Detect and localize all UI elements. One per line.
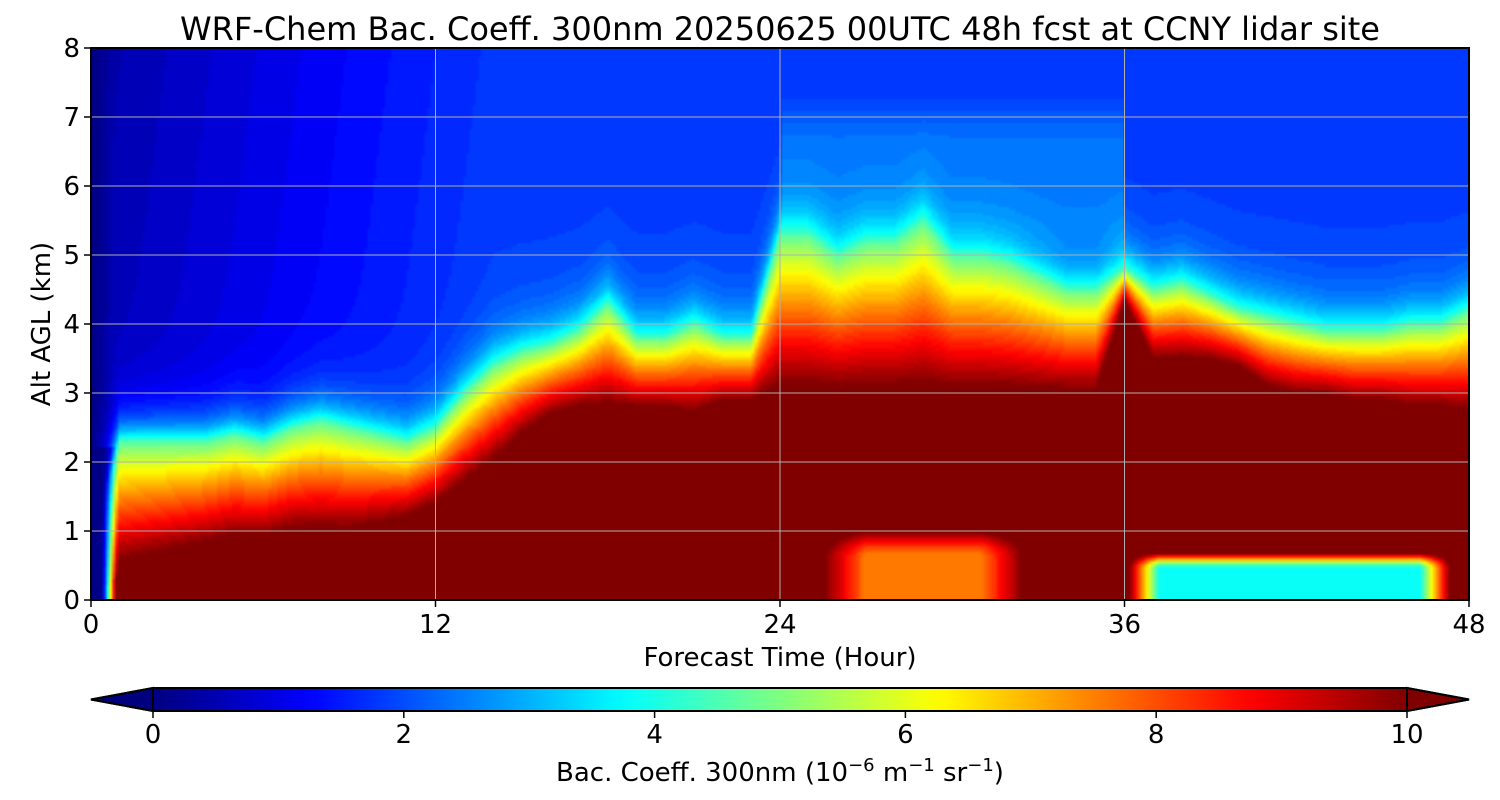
y-axis-ticks: 0 1 2 3 4 5 6 7 8 xyxy=(63,34,91,616)
x-axis-ticks: 0 12 24 36 48 xyxy=(83,600,1486,640)
colorbar-tick-label: 8 xyxy=(1148,720,1165,750)
x-tick-label: 24 xyxy=(763,610,796,640)
x-tick-label: 0 xyxy=(83,610,100,640)
x-tick-label: 12 xyxy=(419,610,452,640)
grid-lines xyxy=(91,48,1469,600)
y-tick-label: 2 xyxy=(63,448,80,478)
chart-title: WRF-Chem Bac. Coeff. 300nm 20250625 00UT… xyxy=(180,10,1380,48)
colorbar-ticks: 0 2 4 6 8 10 xyxy=(145,711,1424,750)
y-tick-label: 7 xyxy=(63,103,80,133)
y-tick-label: 8 xyxy=(63,34,80,64)
colorbar-tick-label: 6 xyxy=(897,720,914,750)
x-tick-label: 48 xyxy=(1452,610,1485,640)
colorbar-gradient xyxy=(153,688,1407,711)
colorbar-label: Bac. Coeff. 300nm (10−6 m−1 sr−1) xyxy=(556,755,1004,788)
colorbar-tick-label: 0 xyxy=(145,720,162,750)
x-axis-label: Forecast Time (Hour) xyxy=(643,643,916,673)
x-tick-label: 36 xyxy=(1108,610,1141,640)
colorbar-tick-label: 2 xyxy=(396,720,413,750)
y-tick-label: 1 xyxy=(63,517,80,547)
y-tick-label: 3 xyxy=(63,379,80,409)
colorbar-extend-high xyxy=(1406,686,1470,713)
colorbar: 0 2 4 6 8 10 Bac. Coeff. 300nm (10−6 m−1 sr−1… xyxy=(90,686,1470,788)
colorbar-tick-label: 4 xyxy=(646,720,663,750)
y-tick-label: 6 xyxy=(63,172,80,202)
colorbar-tick-label: 10 xyxy=(1390,720,1423,750)
y-tick-label: 0 xyxy=(63,586,80,616)
y-axis-label: Alt AGL (km) xyxy=(27,242,57,406)
y-tick-label: 4 xyxy=(63,310,80,340)
y-tick-label: 5 xyxy=(63,241,80,271)
colorbar-extend-low xyxy=(90,686,154,713)
